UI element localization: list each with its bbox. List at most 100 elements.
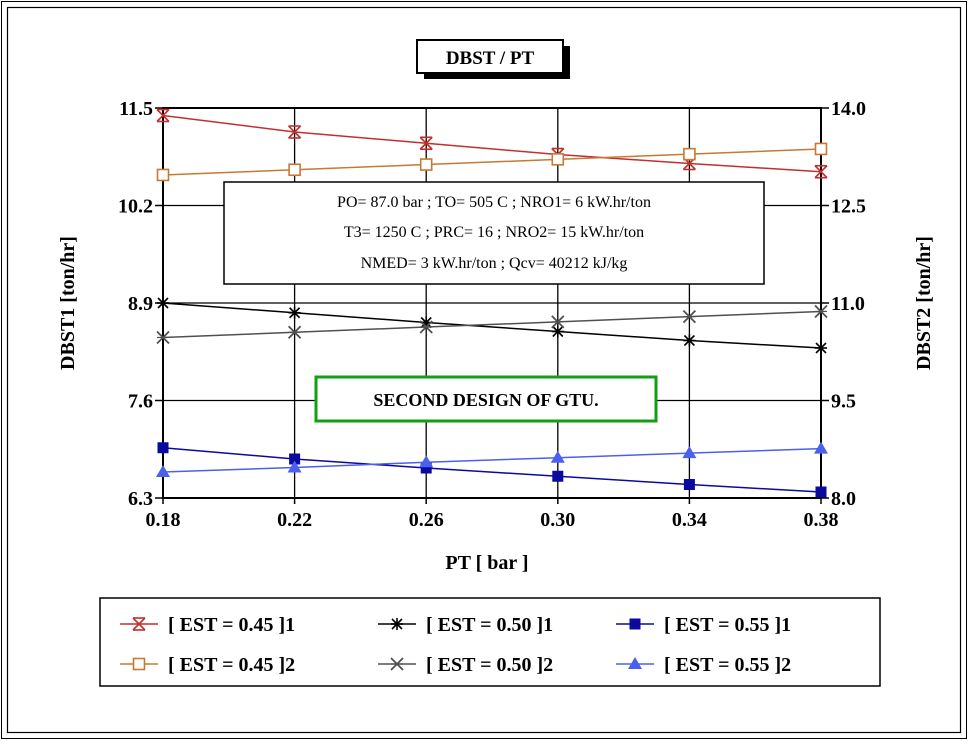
data-point <box>683 334 696 347</box>
series-line <box>162 148 822 176</box>
series-line <box>162 447 822 493</box>
y-right-tick-label: 8.0 <box>831 488 856 510</box>
series-3 <box>157 442 827 498</box>
legend-item: [ EST = 0.50 ]1 <box>378 614 553 636</box>
y-left-tick-label: 8.9 <box>128 293 153 315</box>
data-point <box>288 306 301 319</box>
data-point <box>550 450 565 463</box>
chart-title: DBST / PT <box>446 48 535 69</box>
x-tick-label: 0.38 <box>804 509 839 531</box>
data-point <box>551 325 564 338</box>
data-point <box>132 657 146 671</box>
x-tick-label: 0.34 <box>672 509 707 531</box>
series-2 <box>157 297 827 354</box>
series-6 <box>156 441 828 477</box>
series-line <box>162 310 822 339</box>
legend-label: [ EST = 0.55 ]1 <box>664 614 791 636</box>
data-point <box>391 618 403 630</box>
data-point <box>132 617 146 631</box>
parameters-frame <box>223 181 765 285</box>
design-label-box: SECOND DESIGN OF GTU. <box>314 375 658 423</box>
data-point <box>287 325 302 339</box>
data-point <box>419 136 433 151</box>
y-right-tick-label: 14.0 <box>831 98 866 120</box>
y-right-tick-label: 12.5 <box>831 196 866 218</box>
legend-item: [ EST = 0.55 ]1 <box>616 614 791 636</box>
legend: [ EST = 0.45 ]1 [ EST = 0.50 ]1 [ EST = 0.… <box>120 614 791 676</box>
parameters-line-2: T3= 1250 C ; PRC= 16 ; NRO2= 15 kW.hr/to… <box>344 224 644 241</box>
inner-frame <box>6 6 962 734</box>
data-point <box>814 142 828 156</box>
data-point <box>289 453 301 465</box>
data-point <box>551 153 565 166</box>
legend-label: [ EST = 0.55 ]2 <box>664 654 791 676</box>
x-axis-label: PT [ bar ] <box>445 552 528 574</box>
x-tick-label: 0.18 <box>146 509 181 531</box>
parameters-line-1: PO= 87.0 bar ; TO= 505 C ; NRO1= 6 kW.hr… <box>337 194 651 211</box>
series-5 <box>156 304 828 345</box>
data-point <box>682 310 697 324</box>
data-point <box>156 465 170 477</box>
legend-label: [ EST = 0.45 ]1 <box>168 614 295 636</box>
data-point <box>682 446 697 459</box>
series-line <box>162 302 822 349</box>
y-axis-left-label: DBST1 [ton/hr] <box>57 236 79 370</box>
y-left-tick-label: 10.2 <box>118 196 153 218</box>
series-4 <box>156 142 828 182</box>
design-label: SECOND DESIGN OF GTU. <box>373 390 598 410</box>
y-left-tick-label: 6.3 <box>128 488 153 510</box>
y-left-tick-label: 11.5 <box>119 98 153 120</box>
data-point <box>552 470 564 482</box>
chart-title-box: DBST / PT <box>416 39 570 79</box>
y-axis-left-ticks: 6.3 7.6 8.9 10.2 11.5 <box>118 98 163 510</box>
parameters-line-3: NMED= 3 kW.hr/ton ; Qcv= 40212 kJ/kg <box>361 255 628 272</box>
data-point <box>287 460 302 473</box>
x-tick-label: 0.30 <box>540 509 575 531</box>
legend-item: [ EST = 0.50 ]2 <box>378 654 553 676</box>
data-point <box>420 462 432 474</box>
y-right-tick-label: 9.5 <box>831 391 856 413</box>
data-point <box>419 158 433 171</box>
parameters-box: PO= 87.0 bar ; TO= 505 C ; NRO1= 6 kW.hr… <box>223 181 765 285</box>
series-group <box>156 108 828 498</box>
legend-item: [ EST = 0.45 ]2 <box>120 654 295 676</box>
x-tick-label: 0.22 <box>277 509 312 531</box>
data-point <box>815 486 827 498</box>
legend-label: [ EST = 0.50 ]1 <box>426 614 553 636</box>
data-point <box>683 147 696 161</box>
data-point <box>419 455 434 468</box>
y-axis-right-label: DBST2 [ton/hr] <box>913 236 935 370</box>
x-axis-ticks: 0.18 0.22 0.26 0.30 0.34 0.38 <box>146 498 839 531</box>
data-point <box>814 304 828 319</box>
data-point <box>288 163 301 177</box>
y-left-tick-label: 7.6 <box>128 391 153 413</box>
series-line <box>162 114 822 173</box>
data-point <box>814 441 828 454</box>
data-point <box>683 479 695 490</box>
legend-item: [ EST = 0.55 ]2 <box>616 654 791 676</box>
data-point <box>628 657 642 669</box>
legend-label: [ EST = 0.45 ]2 <box>168 654 295 676</box>
data-point <box>157 297 169 309</box>
y-right-tick-label: 11.0 <box>831 293 865 315</box>
data-point <box>551 315 565 329</box>
data-point <box>815 342 827 354</box>
legend-frame <box>99 597 881 687</box>
design-label-frame <box>314 375 658 423</box>
data-point <box>288 125 302 139</box>
legend-label: [ EST = 0.50 ]2 <box>426 654 553 676</box>
data-point <box>156 108 170 123</box>
data-point <box>814 164 828 179</box>
x-tick-label: 0.26 <box>409 509 444 531</box>
data-point <box>419 320 433 334</box>
series-line <box>162 447 822 473</box>
y-axis-right-ticks: 8.0 9.5 11.0 12.5 14.0 <box>821 98 866 510</box>
data-point <box>157 442 169 454</box>
data-point <box>156 330 170 345</box>
data-point <box>629 618 641 630</box>
data-point <box>390 657 404 671</box>
legend-item: [ EST = 0.45 ]1 <box>120 614 295 636</box>
title-frame <box>416 39 564 74</box>
